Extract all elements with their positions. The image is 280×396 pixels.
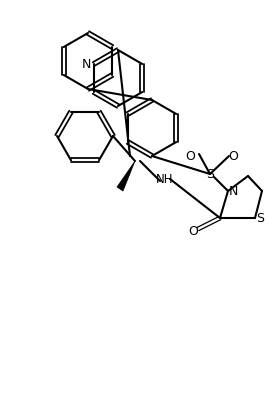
Text: O: O bbox=[188, 225, 198, 238]
Polygon shape bbox=[117, 161, 135, 191]
Text: N: N bbox=[228, 185, 238, 198]
Text: NH: NH bbox=[156, 173, 174, 185]
Text: O: O bbox=[185, 150, 195, 162]
Text: N: N bbox=[82, 57, 92, 70]
Text: O: O bbox=[228, 150, 238, 162]
Text: S: S bbox=[206, 168, 214, 181]
Text: S: S bbox=[256, 211, 264, 225]
